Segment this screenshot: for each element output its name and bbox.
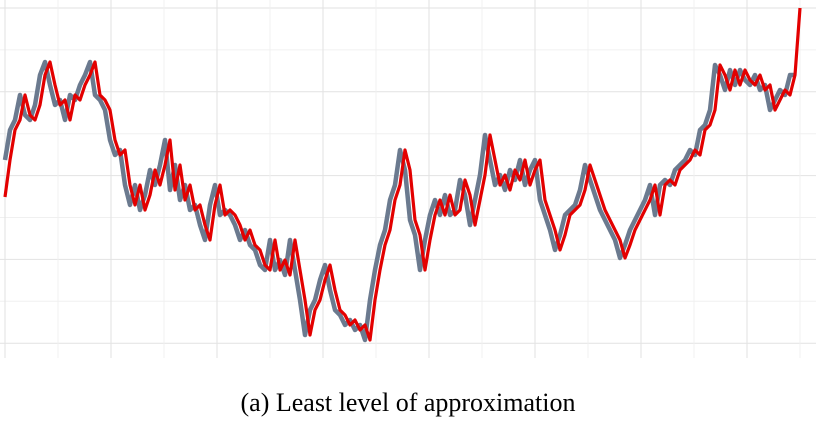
caption: (a) Least level of approximation <box>241 388 576 417</box>
series-line <box>2 59 795 343</box>
series-line <box>3 7 802 342</box>
plot <box>0 0 816 358</box>
